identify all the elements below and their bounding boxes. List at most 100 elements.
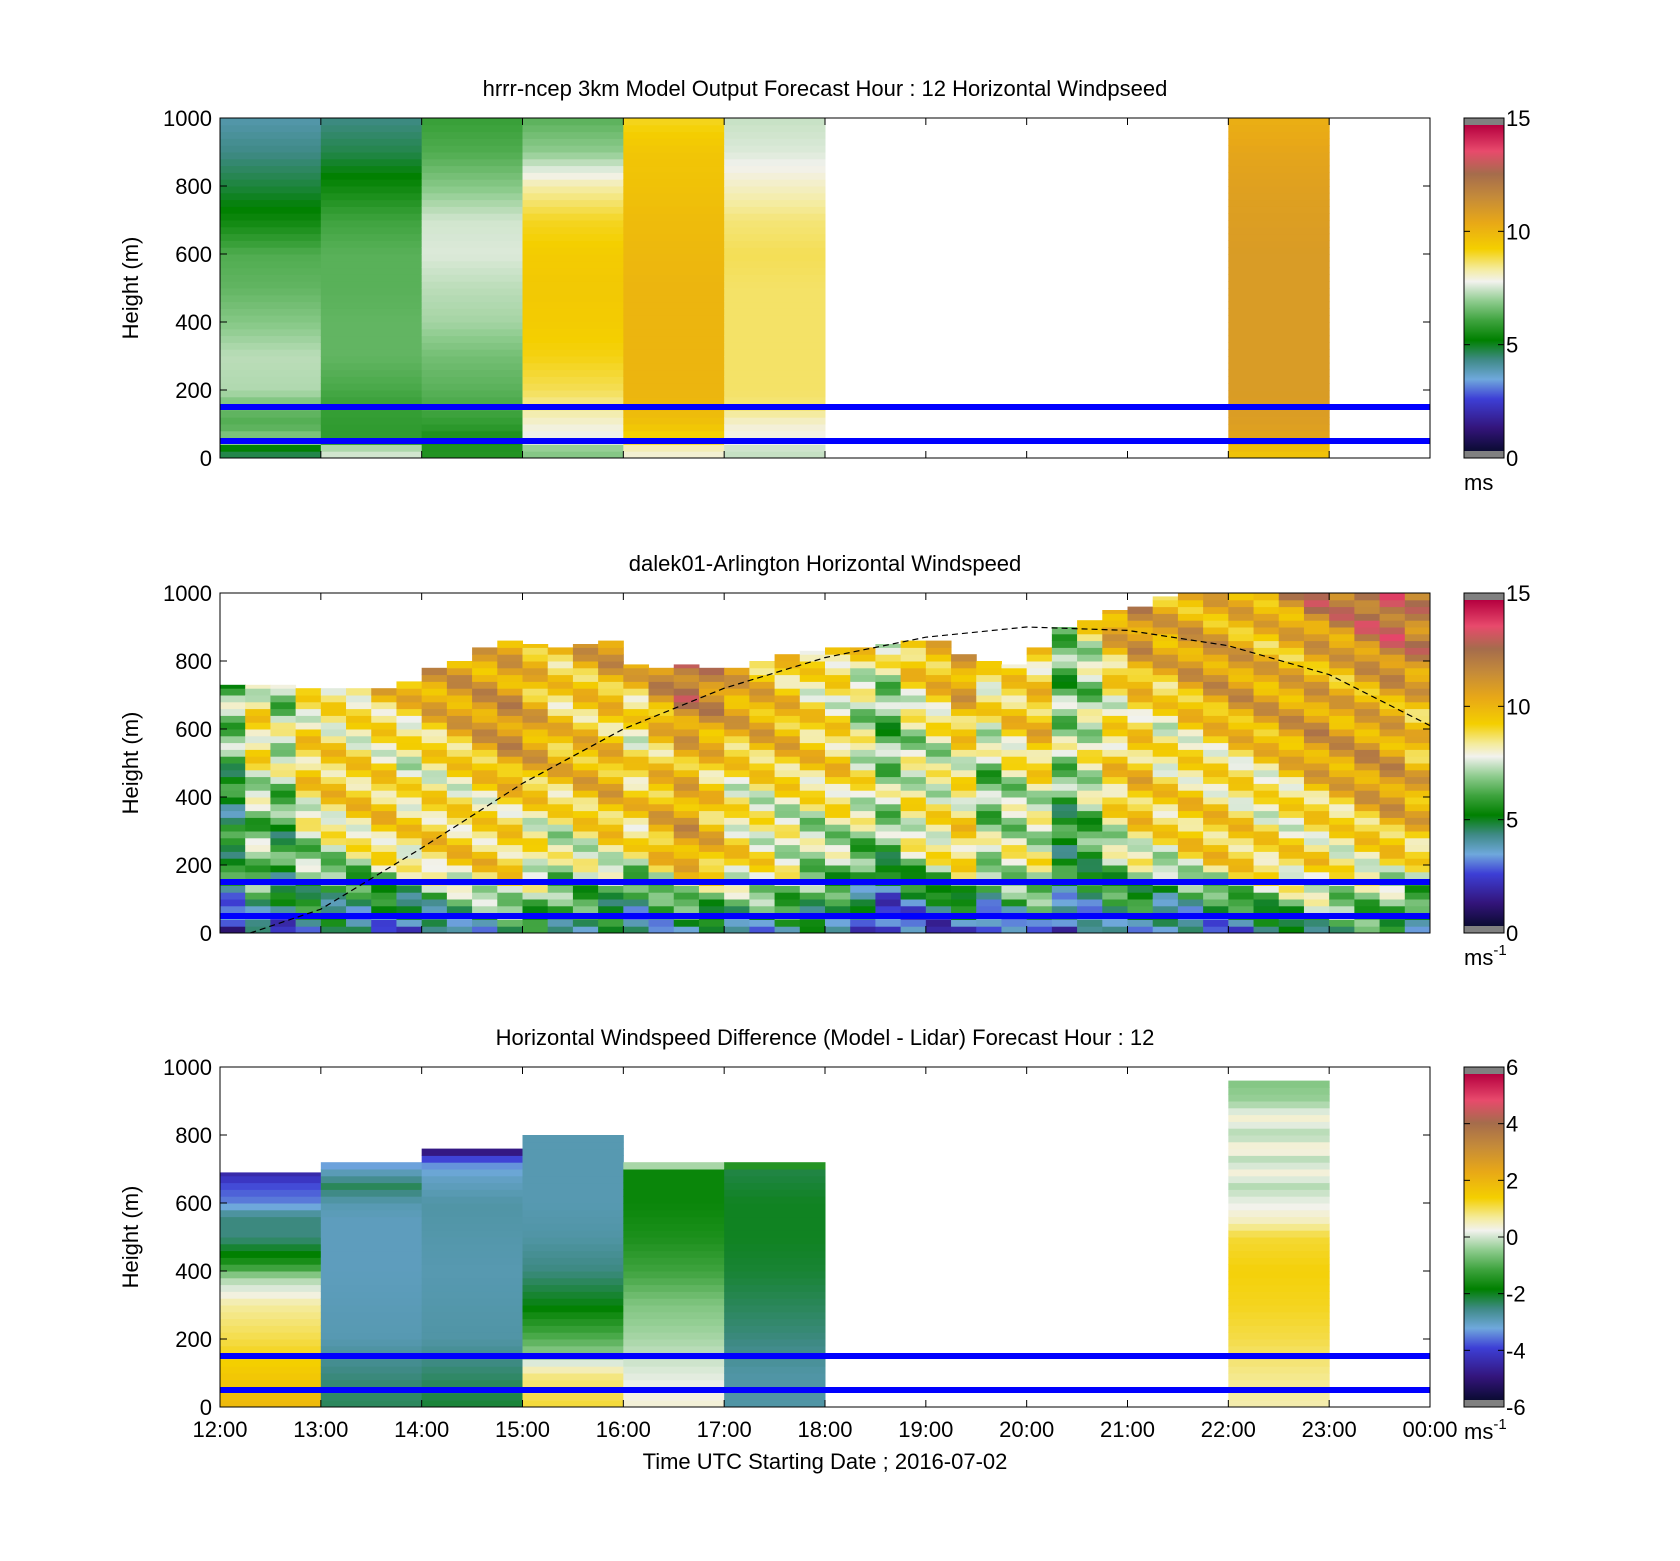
heatmap-cell	[572, 831, 599, 839]
heatmap-cell	[925, 810, 952, 818]
heatmap-cell	[1026, 708, 1053, 716]
heatmap-cell	[295, 749, 322, 757]
heatmap-cell	[648, 831, 675, 839]
heatmap-cell	[1354, 871, 1381, 880]
heatmap-cell	[1026, 661, 1053, 669]
heatmap-cell	[799, 926, 826, 934]
heatmap-cell	[295, 783, 322, 791]
heatmap-cell	[522, 926, 549, 934]
heatmap-cell	[396, 729, 423, 737]
heatmap-cell	[1203, 681, 1229, 689]
heatmap-cell	[421, 1230, 523, 1238]
heatmap-cell	[1253, 735, 1280, 744]
heatmap-cell	[875, 790, 902, 798]
heatmap-cell	[623, 1373, 725, 1381]
heatmap-cell	[925, 769, 952, 778]
heatmap-cell	[295, 817, 322, 825]
heatmap-cell	[799, 831, 826, 839]
heatmap-cell	[220, 349, 322, 357]
heatmap-cell	[1379, 708, 1406, 716]
heatmap-cell	[925, 858, 952, 866]
heatmap-cell	[547, 681, 574, 689]
heatmap-cell	[925, 844, 952, 852]
heatmap-cell	[472, 715, 498, 723]
heatmap-cell	[951, 654, 977, 662]
heatmap-cell	[1203, 899, 1229, 907]
heatmap-cell	[1051, 654, 1078, 662]
heatmap-cell	[320, 138, 423, 146]
heatmap-cell	[925, 749, 952, 757]
heatmap-cell	[220, 817, 246, 825]
heatmap-cell	[1001, 831, 1028, 839]
heatmap-cell	[1127, 695, 1154, 703]
heatmap-cell	[1354, 715, 1381, 723]
heatmap-cell	[799, 790, 826, 798]
heatmap-cell	[1404, 729, 1431, 737]
heatmap-cell	[522, 824, 549, 832]
heatmap-cell	[673, 871, 700, 880]
heatmap-cell	[1228, 892, 1255, 900]
heatmap-cell	[1303, 701, 1330, 710]
heatmap-cell	[446, 681, 473, 689]
heatmap-cell	[497, 790, 523, 798]
heatmap-cell	[522, 186, 624, 194]
heatmap-cell	[1228, 240, 1330, 248]
heatmap-cell	[320, 1237, 423, 1245]
heatmap-cell	[976, 688, 1002, 696]
heatmap-cell	[1177, 674, 1204, 682]
heatmap-cell	[346, 735, 372, 744]
heatmap-cell	[320, 1318, 423, 1326]
heatmap-cell	[421, 186, 523, 194]
heatmap-cell	[1329, 620, 1355, 628]
heatmap-cell	[220, 729, 246, 737]
heatmap-cell	[623, 1311, 725, 1320]
heatmap-cell	[623, 1345, 725, 1354]
heatmap-cell	[446, 661, 473, 669]
heatmap-cell	[1203, 667, 1229, 676]
heatmap-cell	[1253, 661, 1280, 669]
heatmap-cell	[295, 756, 322, 764]
heatmap-cell	[497, 817, 523, 825]
heatmap-cell	[320, 1196, 423, 1204]
heatmap-cell	[421, 810, 448, 818]
heatmap-cell	[270, 735, 297, 744]
heatmap-cell	[1228, 192, 1330, 201]
heatmap-cell	[346, 831, 372, 839]
heatmap-cell	[1228, 1169, 1330, 1177]
heatmap-cell	[572, 790, 599, 798]
heatmap-cell	[1303, 627, 1330, 635]
heatmap-cell	[1127, 735, 1154, 744]
colorbar-under	[1464, 1400, 1504, 1407]
heatmap-cell	[396, 837, 423, 846]
heatmap-cell	[1404, 885, 1431, 893]
heatmap-cell	[850, 749, 876, 757]
heatmap-cell	[1329, 667, 1355, 676]
heatmap-cell	[1379, 858, 1406, 866]
heatmap-cell	[396, 735, 423, 744]
heatmap-cell	[220, 260, 322, 269]
heatmap-cell	[825, 715, 851, 723]
heatmap-cell	[875, 647, 902, 655]
heatmap-cell	[1303, 633, 1330, 642]
heatmap-cell	[1303, 831, 1330, 839]
heatmap-cell	[1278, 817, 1305, 825]
heatmap-cell	[320, 783, 347, 791]
heatmap-cell	[598, 919, 624, 927]
heatmap-cell	[724, 410, 826, 418]
heatmap-cell	[774, 695, 801, 703]
heatmap-cell	[1102, 817, 1128, 825]
heatmap-cell	[749, 681, 776, 689]
heatmap-cell	[951, 899, 977, 907]
heatmap-cell	[900, 831, 927, 839]
heatmap-cell	[371, 729, 397, 737]
heatmap-cell	[724, 369, 826, 377]
heatmap-cell	[320, 769, 347, 778]
heatmap-cell	[421, 851, 448, 859]
heatmap-cell	[1203, 735, 1229, 744]
heatmap-cell	[799, 722, 826, 730]
heatmap-cell	[925, 722, 952, 730]
heatmap-cell	[320, 1305, 423, 1313]
heatmap-cell	[1203, 837, 1229, 846]
heatmap-cell	[522, 844, 549, 852]
heatmap-cell	[220, 308, 322, 316]
